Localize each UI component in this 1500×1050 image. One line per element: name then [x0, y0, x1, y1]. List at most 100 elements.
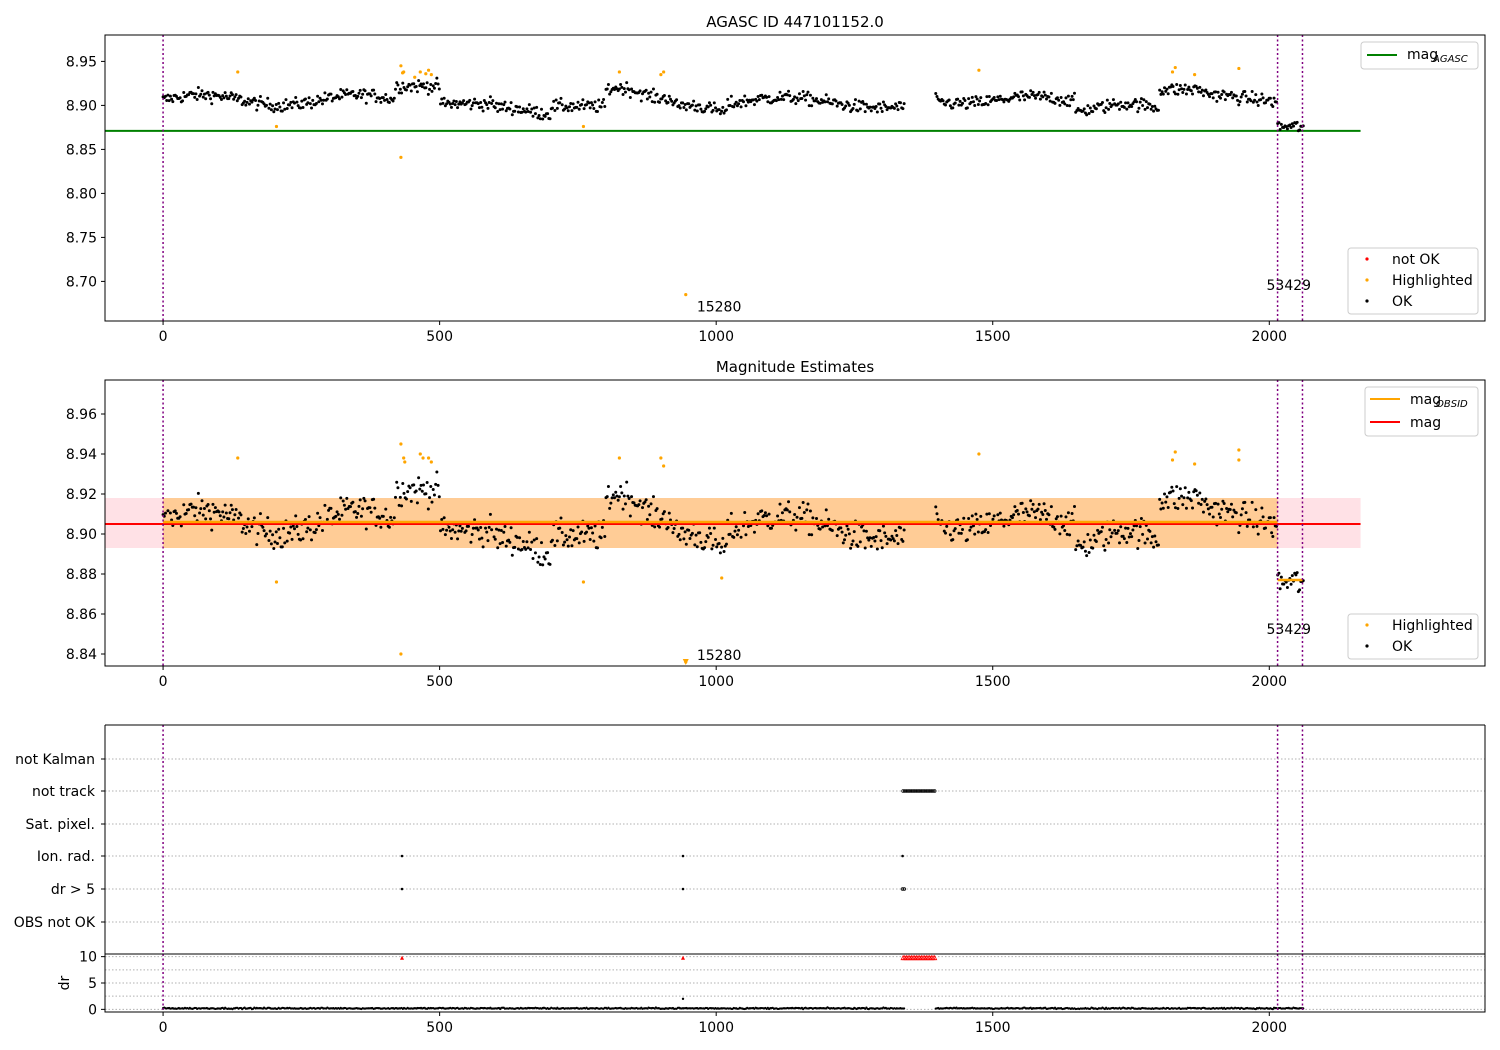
- ok-point: [319, 98, 323, 102]
- panel-title-magnitude: Magnitude Estimates: [716, 358, 874, 376]
- ok-point: [589, 101, 593, 105]
- ok-point: [976, 530, 980, 534]
- ok-point: [959, 531, 963, 535]
- ok-point: [801, 90, 805, 94]
- ok-point: [261, 525, 265, 529]
- ok-point: [787, 500, 791, 504]
- ok-point: [755, 99, 759, 103]
- flag-point: [932, 789, 937, 793]
- ok-point: [165, 98, 169, 102]
- ok-point: [703, 546, 707, 550]
- ok-point: [1087, 112, 1091, 116]
- ok-point: [901, 107, 905, 111]
- ok-point: [694, 104, 698, 108]
- ok-point: [497, 102, 501, 106]
- ok-point: [415, 501, 419, 505]
- ok-point: [1161, 506, 1165, 510]
- ok-point: [262, 529, 266, 533]
- ok-point: [588, 537, 592, 541]
- ok-point: [760, 93, 764, 97]
- ok-point: [501, 107, 505, 111]
- ok-point: [1294, 573, 1298, 577]
- ok-point: [1113, 528, 1117, 532]
- ok-point: [694, 533, 698, 537]
- ok-point: [1132, 100, 1136, 104]
- y-tick-label: 8.75: [66, 230, 97, 246]
- ok-point: [965, 106, 969, 110]
- ok-point: [958, 99, 962, 103]
- ok-point: [1130, 535, 1134, 539]
- ok-point: [481, 109, 485, 113]
- y-tick-label: 8.96: [66, 407, 97, 423]
- ok-point: [418, 487, 422, 491]
- ok-point: [368, 506, 372, 510]
- ok-point: [856, 109, 860, 113]
- ok-point: [720, 109, 724, 113]
- ok-point: [373, 506, 377, 510]
- ok-point: [802, 94, 806, 98]
- ok-point: [695, 545, 699, 549]
- ok-point: [400, 504, 404, 508]
- highlighted-point: [1237, 458, 1241, 462]
- ok-point: [494, 101, 498, 105]
- y-tick-label: 8.80: [66, 186, 97, 202]
- ok-point: [985, 95, 989, 99]
- ok-point: [419, 82, 423, 86]
- ok-point: [868, 536, 872, 540]
- ok-point: [560, 530, 564, 534]
- ok-point: [878, 529, 882, 533]
- ok-point: [507, 538, 511, 542]
- ok-point: [1228, 93, 1232, 97]
- ok-point: [1063, 528, 1067, 532]
- ok-point: [961, 527, 965, 531]
- ok-point: [785, 508, 789, 512]
- ok-point: [827, 97, 831, 101]
- ok-point: [258, 94, 262, 98]
- ok-point: [361, 92, 365, 96]
- ok-point: [543, 114, 547, 118]
- flag-point: [917, 789, 922, 793]
- ok-point: [818, 101, 822, 105]
- ok-point: [587, 101, 591, 105]
- ok-point: [193, 514, 197, 518]
- ok-point: [470, 104, 474, 108]
- ok-point: [550, 106, 554, 110]
- ok-point: [1092, 104, 1096, 108]
- ok-point: [521, 107, 525, 111]
- ok-point: [898, 526, 902, 530]
- ok-point: [563, 107, 567, 111]
- ok-point: [299, 106, 303, 110]
- ok-point: [356, 512, 360, 516]
- ok-point: [793, 95, 797, 99]
- ok-point: [336, 512, 340, 516]
- ok-point: [566, 544, 570, 548]
- ok-point: [1200, 497, 1204, 501]
- ok-point: [1104, 537, 1108, 541]
- flag-point: [907, 789, 912, 793]
- x-tick-label: 500: [426, 329, 453, 345]
- highlighted-point: [684, 293, 688, 297]
- ok-point: [1137, 538, 1141, 542]
- ok-point: [400, 91, 404, 95]
- ok-point: [693, 543, 697, 547]
- ok-point: [1118, 541, 1122, 545]
- ok-point: [627, 497, 631, 501]
- ok-point: [1238, 100, 1242, 104]
- x-tick-label: 0: [159, 329, 168, 345]
- ok-point: [308, 102, 312, 106]
- ok-point: [699, 107, 703, 111]
- ok-point: [435, 76, 439, 80]
- highlighted-point: [720, 576, 724, 580]
- ok-point: [373, 92, 377, 96]
- ok-point: [378, 96, 382, 100]
- ok-point: [1119, 100, 1123, 104]
- ok-point: [830, 102, 834, 106]
- ok-point: [1160, 501, 1164, 505]
- y-tick-label: 5: [88, 976, 97, 992]
- x-tick-label: 1500: [975, 1020, 1011, 1036]
- ok-point: [1204, 88, 1208, 92]
- ok-point: [1118, 107, 1122, 111]
- ok-point: [585, 103, 589, 107]
- flag-point: [921, 789, 925, 793]
- ok-point: [509, 526, 513, 530]
